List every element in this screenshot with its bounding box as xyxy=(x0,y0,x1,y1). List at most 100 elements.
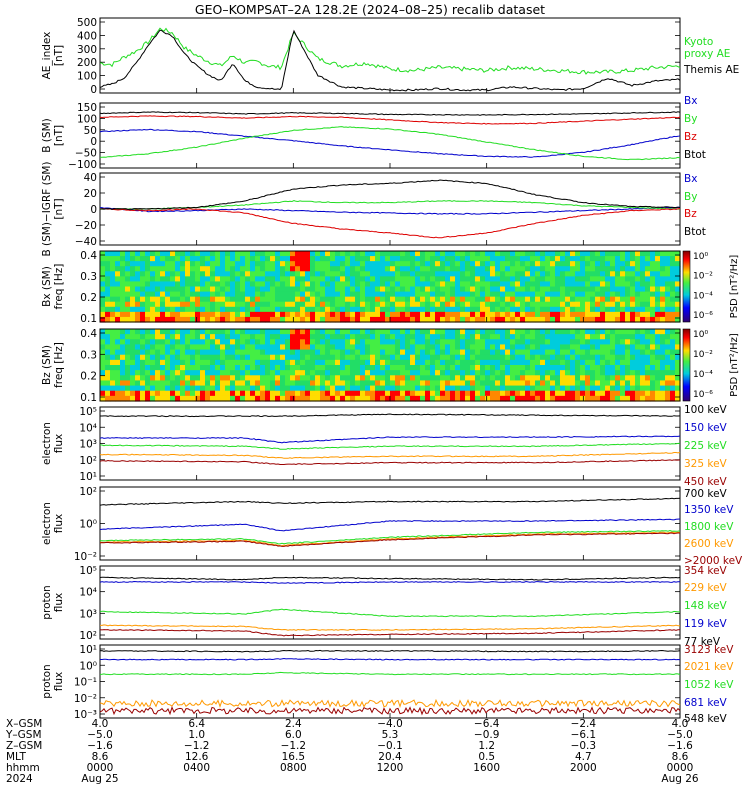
heatmap-cell xyxy=(630,311,636,318)
heatmap-cell xyxy=(335,370,341,376)
heatmap-cell xyxy=(635,281,641,288)
heatmap-cell xyxy=(160,334,166,340)
heatmap-cell xyxy=(250,354,256,361)
heatmap-cell xyxy=(150,291,156,298)
heatmap-cell xyxy=(240,266,246,272)
heatmap-cell xyxy=(485,276,491,283)
heatmap-cell xyxy=(115,301,121,308)
heatmap-cell xyxy=(365,390,371,397)
heatmap-cell xyxy=(550,296,556,303)
heatmap-cell xyxy=(330,375,336,382)
heatmap-cell xyxy=(185,329,191,335)
heatmap-cell xyxy=(215,354,221,361)
heatmap-cell xyxy=(415,329,421,335)
heatmap-cell xyxy=(425,271,431,277)
heatmap-cell xyxy=(490,390,496,397)
heatmap-cell xyxy=(100,349,106,356)
heatmap-cell xyxy=(170,349,176,356)
heatmap-cell xyxy=(275,296,281,303)
heatmap-cell xyxy=(100,390,106,397)
heatmap-cell xyxy=(540,261,546,267)
heatmap-cell xyxy=(240,354,246,361)
heatmap-cell xyxy=(565,306,571,313)
heatmap-cell xyxy=(175,365,181,371)
heatmap-cell xyxy=(570,251,576,257)
heatmap-cell xyxy=(280,344,286,351)
heatmap-cell xyxy=(355,344,361,351)
heatmap-cell xyxy=(645,365,651,371)
heatmap-cell xyxy=(395,281,401,288)
heatmap-cell xyxy=(225,329,231,335)
heatmap-cell xyxy=(640,365,646,371)
heatmap-cell xyxy=(670,276,676,283)
heatmap-cell xyxy=(305,316,311,323)
heatmap-cell xyxy=(190,365,196,371)
heatmap-cell xyxy=(265,276,271,283)
heatmap-cell xyxy=(585,276,591,283)
heatmap-cell xyxy=(145,339,151,346)
heatmap-cell xyxy=(255,271,261,277)
heatmap-cell xyxy=(190,276,196,283)
heatmap-cell xyxy=(270,251,276,257)
heatmap-cell xyxy=(660,256,666,262)
heatmap-cell xyxy=(320,306,326,313)
heatmap-cell xyxy=(145,370,151,376)
heatmap-cell xyxy=(340,281,346,288)
heatmap-cell xyxy=(265,296,271,303)
heatmap-cell xyxy=(500,359,506,366)
heatmap-cell xyxy=(270,359,276,366)
heatmap-cell xyxy=(105,385,111,392)
heatmap-cell xyxy=(635,370,641,376)
heatmap-cell xyxy=(480,261,486,267)
heatmap-cell xyxy=(630,251,636,257)
heatmap-cell xyxy=(190,271,196,277)
heatmap-cell xyxy=(310,276,316,283)
heatmap-cell xyxy=(585,281,591,288)
heatmap-cell xyxy=(210,256,216,262)
heatmap-cell xyxy=(585,334,591,340)
heatmap-cell xyxy=(460,359,466,366)
heatmap-cell xyxy=(545,365,551,371)
heatmap-cell xyxy=(465,329,471,335)
y-tick-label: 100 xyxy=(77,113,97,125)
heatmap-cell xyxy=(575,311,581,318)
x-tick-label: 6.4 xyxy=(188,718,205,730)
heatmap-cell xyxy=(330,385,336,392)
heatmap-cell xyxy=(505,311,511,318)
heatmap-cell xyxy=(250,301,256,308)
heatmap-cell xyxy=(555,354,561,361)
heatmap-cell xyxy=(240,271,246,277)
heatmap-cell xyxy=(670,261,676,267)
heatmap-cell xyxy=(240,276,246,283)
heatmap-cell xyxy=(595,291,601,298)
heatmap-cell xyxy=(405,339,411,346)
heatmap-cell xyxy=(485,261,491,267)
heatmap-cell xyxy=(495,370,501,376)
heatmap-cell xyxy=(370,329,376,335)
heatmap-cell xyxy=(320,380,326,387)
heatmap-cell xyxy=(275,256,281,262)
heatmap-cell xyxy=(625,395,631,402)
heatmap-cell xyxy=(250,291,256,298)
heatmap-cell xyxy=(525,301,531,308)
heatmap-cell xyxy=(310,286,316,293)
heatmap-cell xyxy=(265,385,271,392)
series-line-548-kev xyxy=(99,649,681,653)
heatmap-cell xyxy=(575,316,581,323)
heatmap-cell xyxy=(260,251,266,257)
heatmap-cell xyxy=(350,306,356,313)
heatmap-cell xyxy=(435,359,441,366)
heatmap-cell xyxy=(350,271,356,277)
heatmap-cell xyxy=(380,251,386,257)
heatmap-cell xyxy=(625,291,631,298)
y-tick-label: 0 xyxy=(90,136,97,148)
heatmap-cell xyxy=(325,395,331,402)
heatmap-cell xyxy=(535,329,541,335)
heatmap-cell xyxy=(485,344,491,351)
heatmap-cell xyxy=(600,339,606,346)
heatmap-cell xyxy=(175,334,181,340)
heatmap-cell xyxy=(585,329,591,335)
heatmap-cell xyxy=(265,334,271,340)
